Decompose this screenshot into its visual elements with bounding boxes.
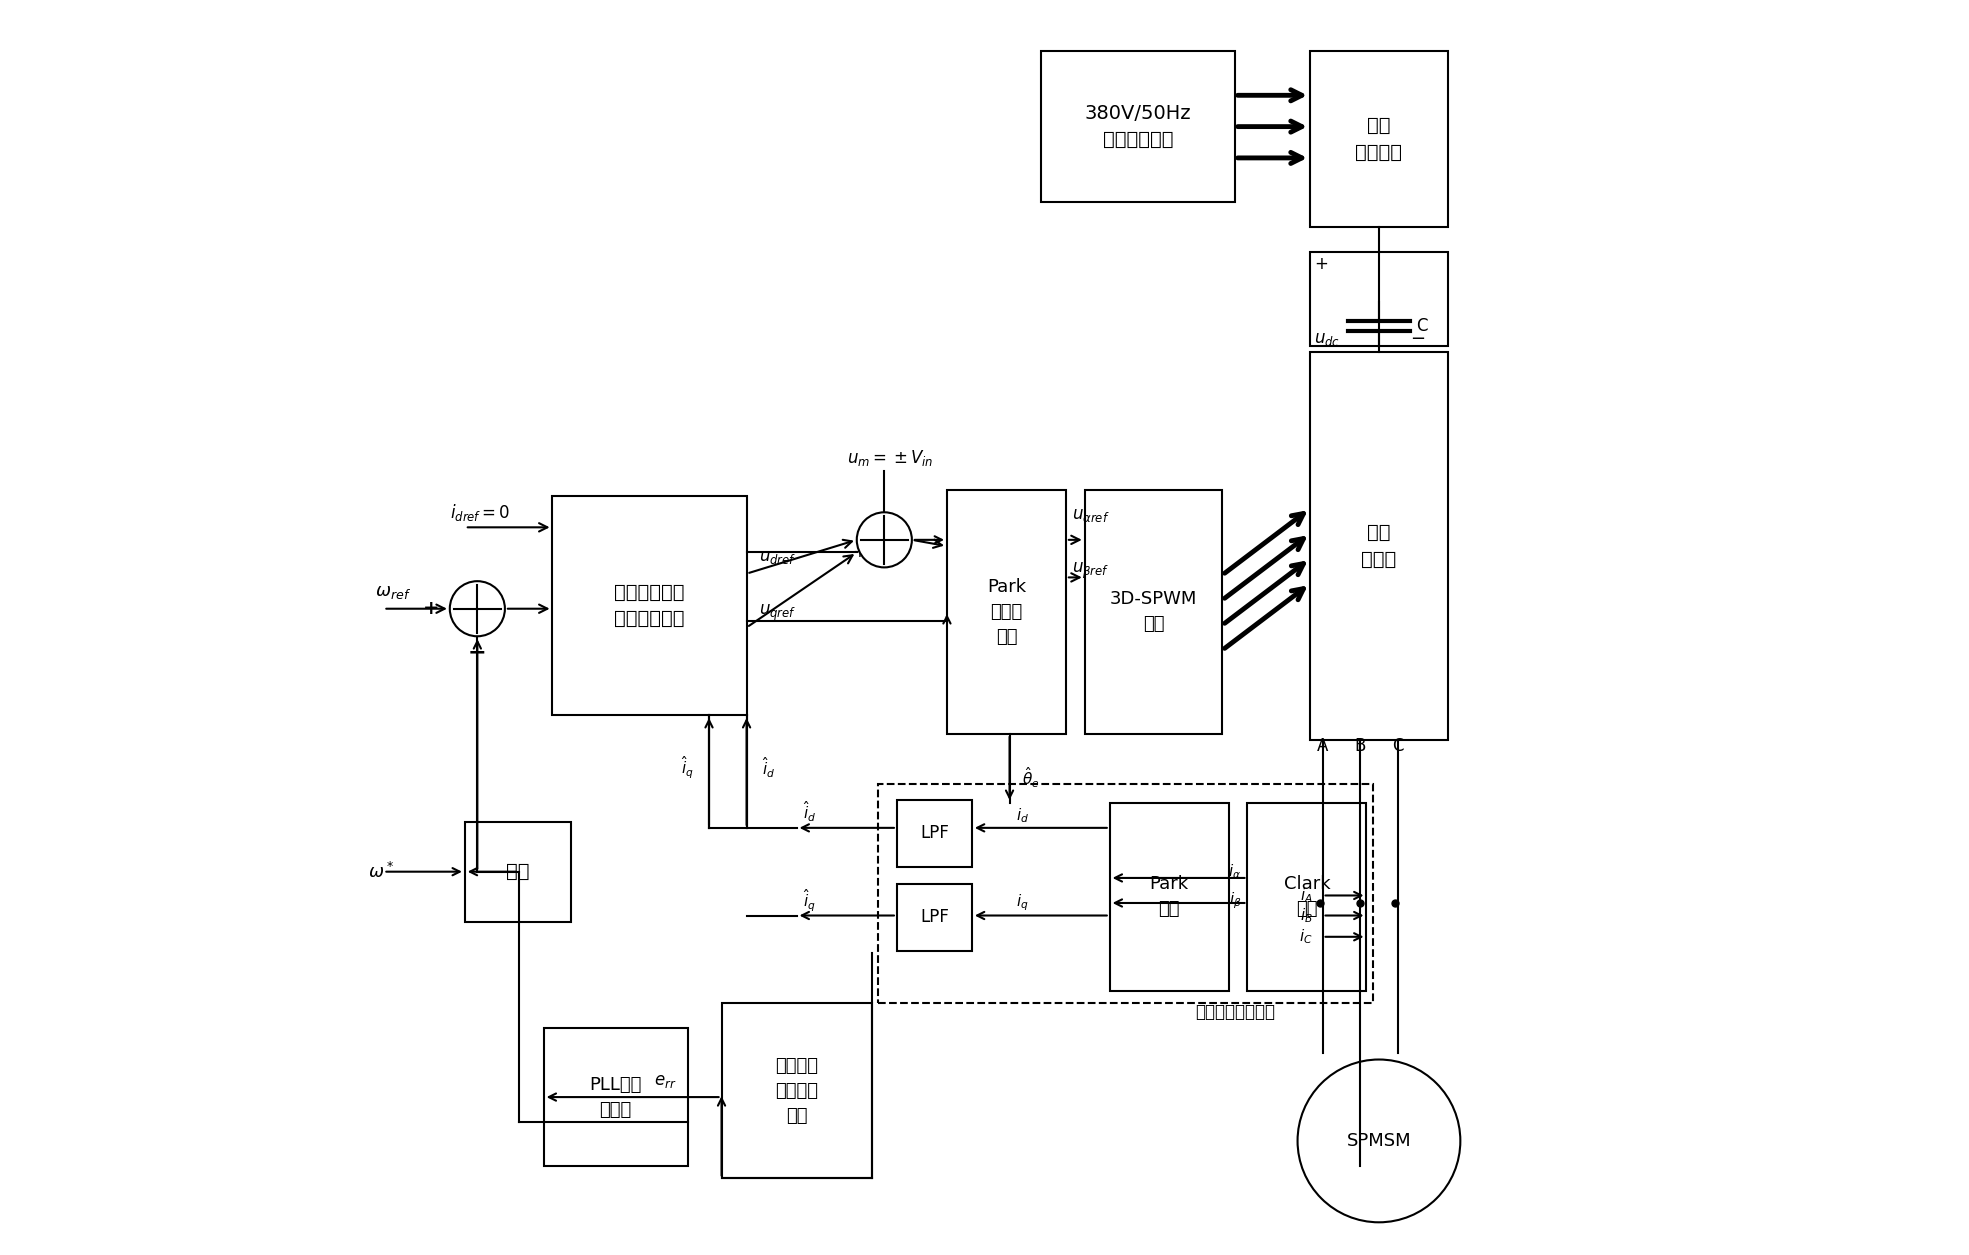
Text: LPF: LPF	[920, 825, 949, 842]
FancyBboxPatch shape	[1111, 803, 1229, 990]
FancyBboxPatch shape	[1085, 489, 1223, 734]
FancyBboxPatch shape	[543, 1028, 687, 1166]
Text: $\omega^*$: $\omega^*$	[368, 862, 394, 882]
Text: 3D-SPWM
调制: 3D-SPWM 调制	[1111, 590, 1197, 634]
Text: $\hat{i}_q$: $\hat{i}_q$	[681, 754, 693, 781]
Text: A: A	[1317, 738, 1329, 756]
FancyBboxPatch shape	[896, 885, 973, 950]
Circle shape	[1298, 1059, 1461, 1222]
FancyBboxPatch shape	[1309, 252, 1447, 345]
FancyBboxPatch shape	[1309, 351, 1447, 740]
Text: SPMSM: SPMSM	[1347, 1132, 1412, 1150]
Text: $i_A$: $i_A$	[1300, 886, 1313, 905]
Text: $u_{\beta ref}$: $u_{\beta ref}$	[1073, 561, 1111, 581]
FancyBboxPatch shape	[553, 496, 746, 715]
FancyBboxPatch shape	[947, 489, 1065, 734]
Text: $\hat{\theta}_e$: $\hat{\theta}_e$	[1022, 766, 1040, 791]
Text: $i_q$: $i_q$	[1016, 892, 1028, 914]
Text: $i_d$: $i_d$	[1016, 806, 1028, 825]
Text: $\hat{i}_q$: $\hat{i}_q$	[803, 887, 815, 914]
Text: −: −	[1410, 330, 1426, 349]
Text: +: +	[423, 599, 439, 619]
Text: +: +	[1313, 255, 1327, 274]
Text: $i_\alpha$: $i_\alpha$	[1229, 862, 1240, 881]
FancyBboxPatch shape	[1309, 51, 1447, 227]
Text: $\hat{i}_d$: $\hat{i}_d$	[762, 756, 774, 781]
Text: $e_{rr}$: $e_{rr}$	[654, 1072, 677, 1089]
Text: $u_{dref}$: $u_{dref}$	[760, 548, 797, 566]
Text: 380V/50Hz
三相交流电源: 380V/50Hz 三相交流电源	[1085, 104, 1191, 149]
Text: C: C	[1416, 316, 1428, 335]
Text: −: −	[469, 643, 486, 663]
FancyBboxPatch shape	[465, 822, 571, 921]
Text: $u_{dc}$: $u_{dc}$	[1313, 330, 1341, 349]
Text: $i_\beta$: $i_\beta$	[1229, 890, 1240, 911]
Text: 三相
不控整流: 三相 不控整流	[1355, 117, 1402, 162]
Text: $u_{\alpha ref}$: $u_{\alpha ref}$	[1073, 506, 1111, 523]
FancyBboxPatch shape	[1248, 803, 1366, 990]
Text: Park
逆变换
单元: Park 逆变换 单元	[986, 577, 1026, 646]
Text: 软切换无源转
速电流调节器: 软切换无源转 速电流调节器	[614, 582, 685, 629]
Circle shape	[449, 581, 504, 636]
Text: 高频响应
信号分离
单元: 高频响应 信号分离 单元	[776, 1057, 819, 1124]
FancyBboxPatch shape	[1042, 51, 1235, 202]
FancyBboxPatch shape	[721, 1003, 872, 1178]
Text: PLL速度
观测器: PLL速度 观测器	[589, 1076, 642, 1118]
Text: $i_B$: $i_B$	[1300, 906, 1313, 925]
Text: $\hat{i}_d$: $\hat{i}_d$	[803, 799, 815, 823]
Text: Park
变换: Park 变换	[1150, 875, 1189, 919]
Text: 积分: 积分	[506, 862, 530, 881]
Text: B: B	[1355, 738, 1366, 756]
Text: C: C	[1392, 738, 1404, 756]
Text: $i_{dref}=0$: $i_{dref}=0$	[449, 502, 510, 523]
Text: 第一坐标变换单元: 第一坐标变换单元	[1195, 1003, 1276, 1022]
Text: $i_C$: $i_C$	[1300, 927, 1313, 946]
Text: LPF: LPF	[920, 909, 949, 926]
Text: Clark
变换: Clark 变换	[1284, 875, 1331, 919]
Text: $u_{qref}$: $u_{qref}$	[760, 602, 797, 622]
Text: +: +	[853, 543, 866, 561]
Text: 三相
逆变器: 三相 逆变器	[1361, 523, 1396, 569]
Text: $u_m=\pm V_{in}$: $u_m=\pm V_{in}$	[847, 448, 933, 468]
Text: $\omega_{ref}$: $\omega_{ref}$	[374, 584, 412, 601]
FancyBboxPatch shape	[896, 801, 973, 867]
Circle shape	[857, 512, 912, 567]
Text: +: +	[864, 518, 880, 537]
